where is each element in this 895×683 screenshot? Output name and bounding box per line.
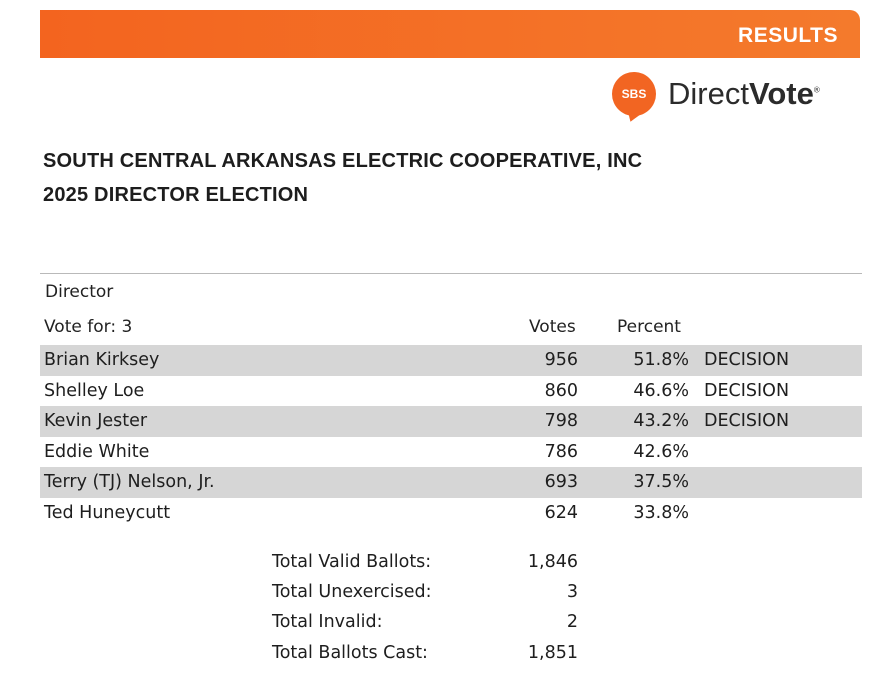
votes-column-header: Votes (529, 317, 576, 337)
page-title: SOUTH CENTRAL ARKANSAS ELECTRIC COOPERAT… (43, 144, 642, 212)
directvote-logo: SBS DirectVote® (612, 72, 820, 116)
percent-column-header: Percent (617, 317, 681, 337)
candidate-name: Brian Kirksey (44, 350, 160, 370)
org-name: SOUTH CENTRAL ARKANSAS ELECTRIC COOPERAT… (43, 150, 643, 172)
candidate-votes: 786 (544, 441, 578, 462)
table-row: Brian Kirksey 956 51.8% DECISION (40, 345, 862, 376)
divider (40, 273, 862, 274)
logo-wordmark: DirectVote® (668, 76, 820, 112)
total-label: Total Invalid: (272, 612, 383, 632)
candidate-status: DECISION (704, 380, 790, 401)
candidate-name: Kevin Jester (44, 411, 148, 431)
candidate-votes: 860 (544, 380, 578, 401)
candidate-status: DECISION (704, 350, 790, 370)
candidate-percent: 46.6% (633, 380, 689, 401)
candidate-status: DECISION (704, 411, 790, 431)
candidate-percent: 37.5% (633, 472, 689, 492)
results-label: RESULTS (738, 24, 838, 47)
candidate-name: Eddie White (44, 441, 150, 462)
sbs-badge-icon: SBS (612, 72, 656, 116)
total-value: 3 (566, 582, 578, 602)
table-row: Terry (TJ) Nelson, Jr. 693 37.5% (40, 467, 862, 498)
vote-for-label: Vote for: 3 (44, 317, 133, 337)
logo-word-direct: Direct (668, 76, 749, 111)
total-label: Total Valid Ballots: (272, 552, 432, 572)
table-row: Eddie White 786 42.6% (40, 437, 862, 468)
candidate-percent: 42.6% (633, 441, 689, 462)
total-label: Total Unexercised: (272, 582, 432, 602)
candidate-votes: 693 (544, 472, 578, 492)
election-name: 2025 DIRECTOR ELECTION (43, 184, 309, 206)
logo-word-vote: Vote (748, 76, 814, 111)
total-value: 1,846 (527, 552, 578, 572)
candidate-votes: 624 (544, 502, 578, 523)
race-name: Director (45, 282, 114, 302)
results-table: Brian Kirksey 956 51.8% DECISION Shelley… (40, 345, 862, 528)
table-row: Ted Huneycutt 624 33.8% (40, 498, 862, 529)
registered-mark: ® (813, 85, 820, 95)
candidate-votes: 956 (544, 350, 578, 370)
table-row: Shelley Loe 860 46.6% DECISION (40, 376, 862, 407)
candidate-percent: 51.8% (633, 350, 689, 370)
total-value: 2 (566, 612, 578, 632)
candidate-percent: 43.2% (633, 411, 689, 431)
total-label: Total Ballots Cast: (272, 643, 428, 663)
candidate-name: Ted Huneycutt (44, 502, 171, 523)
results-banner: RESULTS (40, 10, 860, 58)
candidate-votes: 798 (544, 411, 578, 431)
candidate-percent: 33.8% (633, 502, 689, 523)
table-row: Kevin Jester 798 43.2% DECISION (40, 406, 862, 437)
candidate-name: Shelley Loe (44, 380, 145, 401)
total-value: 1,851 (527, 643, 578, 663)
candidate-name: Terry (TJ) Nelson, Jr. (44, 472, 215, 492)
